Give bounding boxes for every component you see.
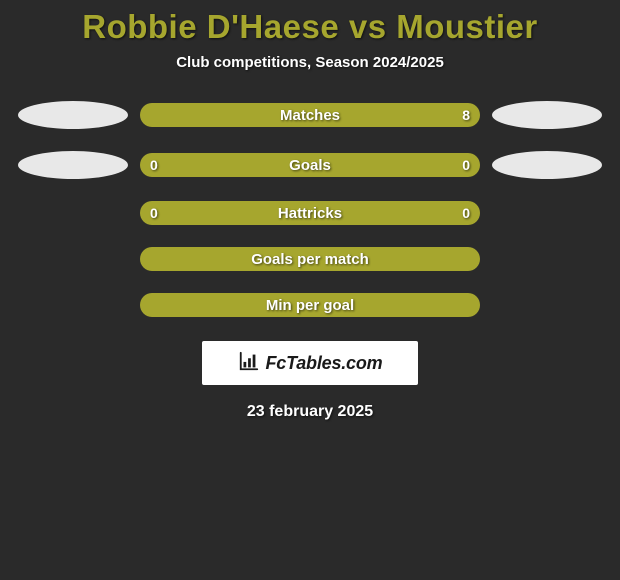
chart-icon [238,350,260,377]
metric-label: Matches [140,107,480,124]
metric-row: Min per goal [18,293,602,317]
metric-row: 8Matches [18,101,602,129]
metric-bar: 00Hattricks [140,201,480,225]
comparison-card: Robbie D'Haese vs Moustier Club competit… [0,0,620,421]
logo-text: FcTables.com [266,353,383,374]
snapshot-date: 23 february 2025 [247,403,373,421]
player-right-marker [492,101,602,129]
player-right-marker [492,151,602,179]
metric-bar: Min per goal [140,293,480,317]
source-logo: FcTables.com [202,341,418,385]
player-left-marker [18,101,128,129]
metric-bar: Goals per match [140,247,480,271]
metric-row: 00Goals [18,151,602,179]
metric-bar: 00Goals [140,153,480,177]
metric-label: Goals [140,157,480,174]
metric-row: Goals per match [18,247,602,271]
metric-bar: 8Matches [140,103,480,127]
metric-rows: 8Matches 00Goals 00Hattricks Goals per matc… [18,101,602,339]
metric-label: Goals per match [140,251,480,268]
page-title: Robbie D'Haese vs Moustier [82,8,537,46]
player-left-marker [18,151,128,179]
metric-row: 00Hattricks [18,201,602,225]
page-subtitle: Club competitions, Season 2024/2025 [176,54,444,71]
metric-label: Hattricks [140,205,480,222]
metric-label: Min per goal [140,297,480,314]
